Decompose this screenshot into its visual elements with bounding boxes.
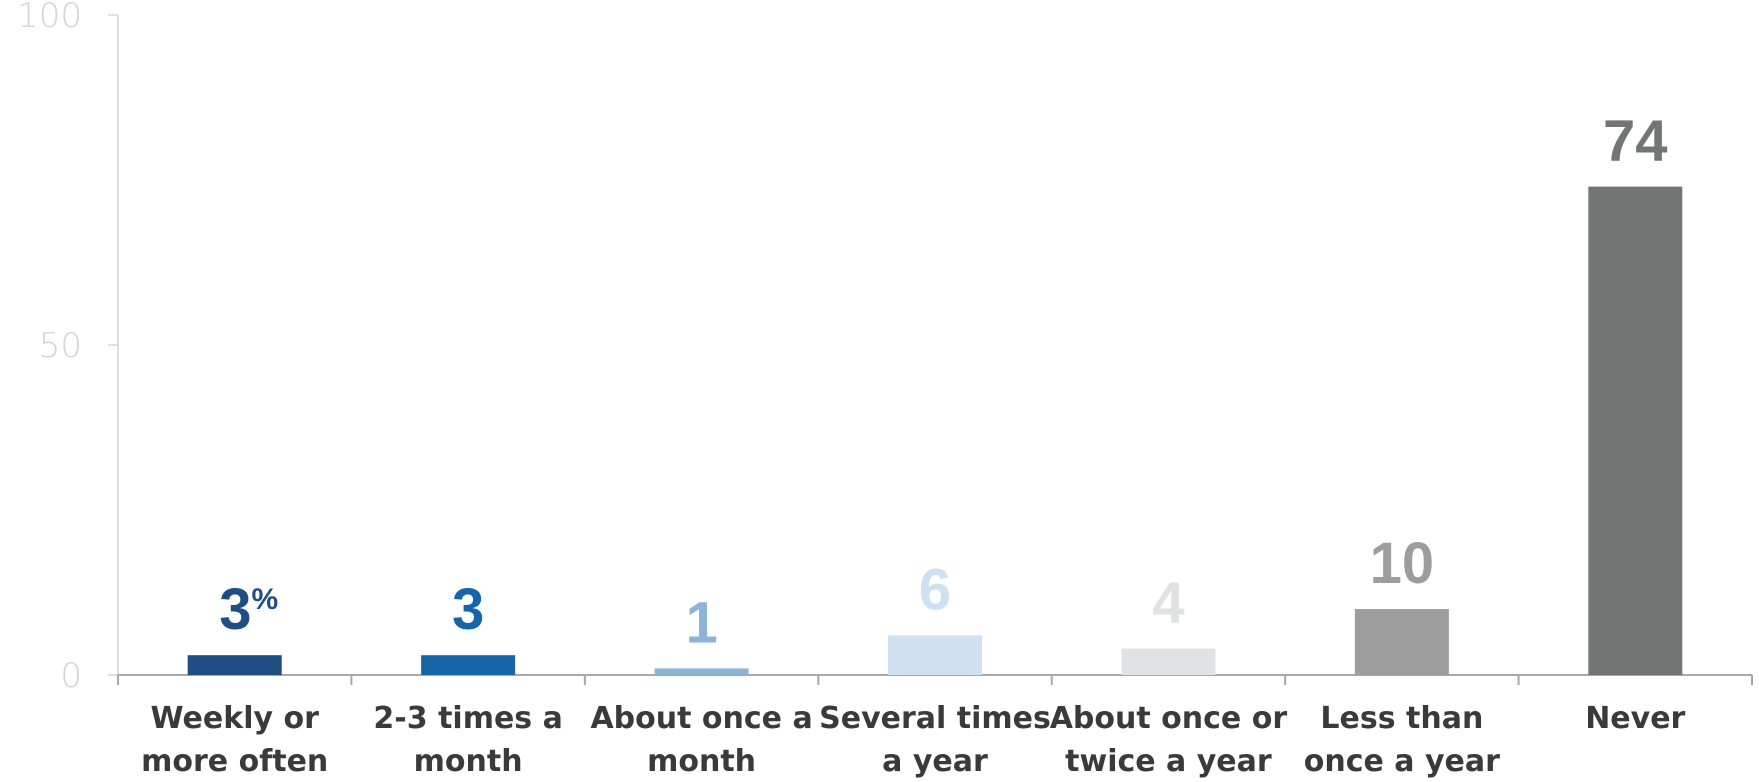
bar — [187, 655, 282, 675]
category-label: month — [414, 744, 523, 779]
bar — [654, 668, 749, 675]
bar — [1121, 648, 1216, 675]
bar — [1588, 186, 1683, 675]
category-label: Less than — [1320, 701, 1483, 736]
category-label: once a year — [1304, 744, 1500, 779]
x-axis — [117, 674, 1753, 685]
category-label: Weekly or — [151, 701, 320, 736]
category-label: more often — [141, 744, 328, 779]
category-labels: Weekly or more often 2-3 times a month About… — [141, 701, 1685, 779]
category-label: Several times — [819, 701, 1051, 736]
value-labels: 3% 3 1 6 4 10 74 — [219, 109, 1667, 656]
data-label: 4 — [1152, 571, 1184, 636]
y-tick-label: 100 — [17, 0, 82, 36]
percent-sign: % — [252, 583, 279, 616]
category-label: twice a year — [1065, 744, 1272, 779]
data-label: 6 — [919, 557, 951, 622]
data-label: 74 — [1603, 109, 1668, 174]
bar — [421, 655, 516, 675]
y-tick-label: 50 — [39, 326, 82, 366]
category-label: Never — [1585, 701, 1685, 736]
category-label: month — [647, 744, 756, 779]
category-label: About once a — [590, 701, 812, 736]
category-label: About once or — [1050, 701, 1288, 736]
data-label: 1 — [685, 590, 717, 655]
category-label: a year — [882, 744, 988, 779]
y-tick-label: 0 — [60, 656, 82, 696]
category-label: 2-3 times a — [373, 701, 562, 736]
bar — [888, 635, 982, 675]
bar — [1354, 609, 1449, 675]
data-label: 10 — [1370, 531, 1435, 596]
data-label: 3 — [452, 577, 484, 642]
data-label: 3% — [219, 577, 278, 642]
y-axis: 0 50 100 — [17, 0, 119, 696]
bars — [187, 186, 1683, 675]
